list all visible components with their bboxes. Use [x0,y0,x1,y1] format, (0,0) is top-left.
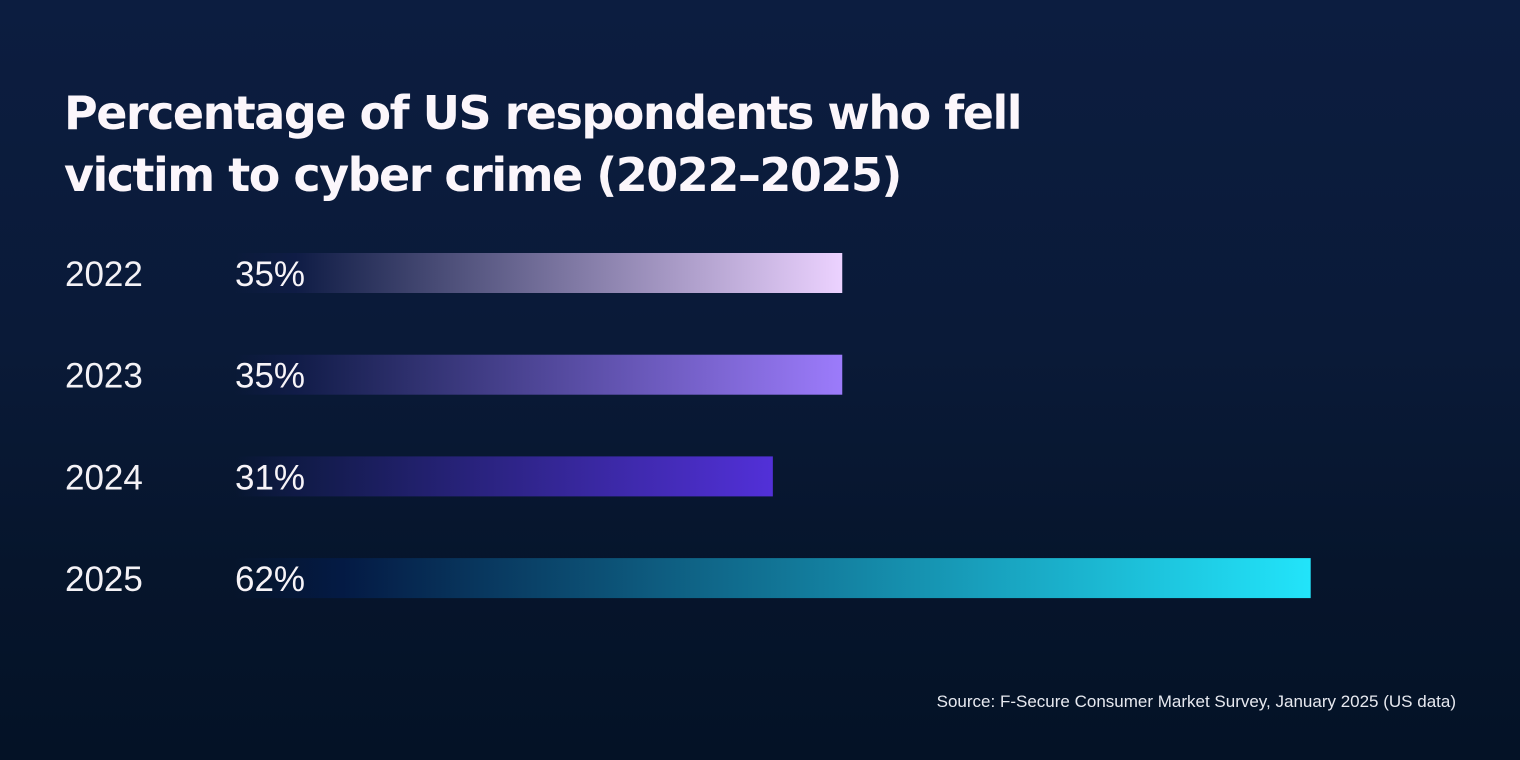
value-label-2025: 62% [235,560,305,599]
chart-title: Percentage of US respondents who fell vi… [64,82,1064,206]
chart-title-line-2: victim to cyber crime (2022–2025) [64,148,902,202]
bars-layer [235,253,1311,599]
value-label-2024: 31% [235,458,305,497]
value-label-2022: 35% [235,255,305,294]
category-label-2023: 2023 [65,357,143,396]
category-label-2024: 2024 [65,458,143,497]
category-label-2022: 2022 [65,255,143,294]
chart-title-line-1: Percentage of US respondents who fell [64,86,1023,140]
bar-2025 [235,558,1311,599]
bar-2022 [235,253,843,293]
bar-2024 [235,456,773,497]
category-label-2025: 2025 [65,560,143,599]
labels-layer: 2022 35% 2023 35% 2024 31% 2025 62% [65,255,305,599]
source-note: Source: F-Secure Consumer Market Survey,… [936,692,1456,711]
value-label-2023: 35% [235,357,305,396]
bar-2023 [235,354,843,395]
